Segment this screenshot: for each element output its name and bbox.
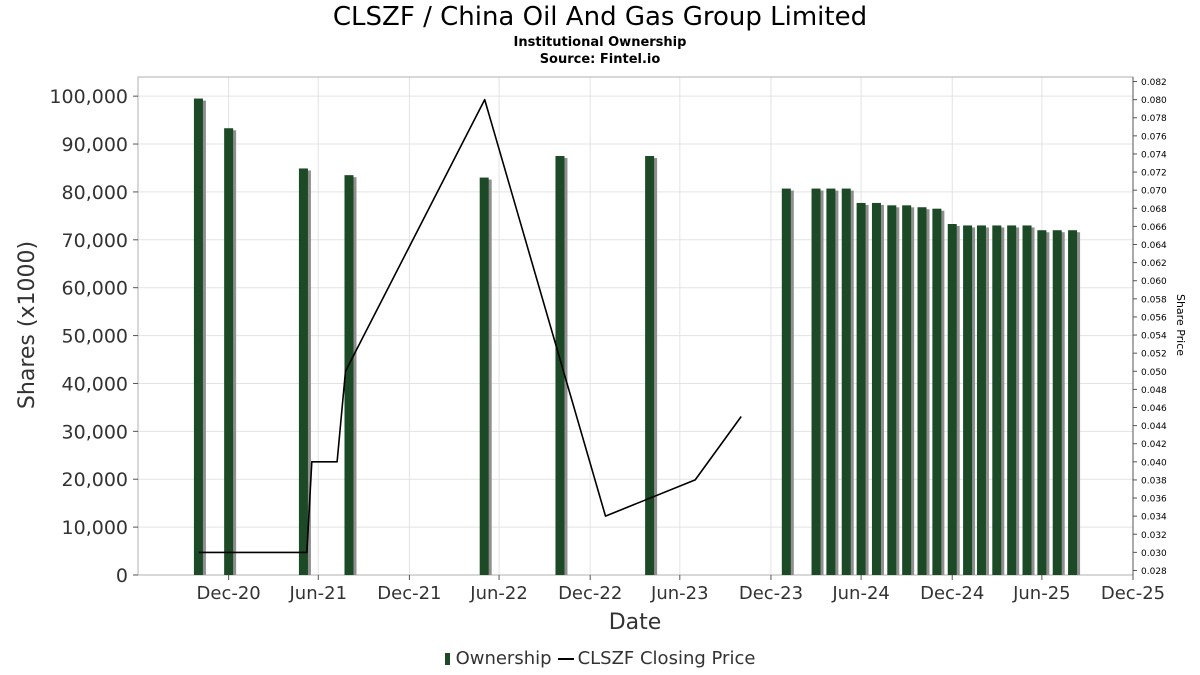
- x-tick-label: Dec-25: [1101, 583, 1165, 604]
- ownership-bar: [856, 202, 866, 576]
- ownership-bar: [963, 225, 973, 575]
- x-tick-label: Jun-23: [650, 583, 709, 604]
- y2-tick-label: 0.050: [1141, 368, 1167, 378]
- x-tick-label: Dec-22: [558, 583, 622, 604]
- y2-tick-label: 0.056: [1141, 313, 1167, 323]
- x-tick-label: Jun-22: [469, 583, 528, 604]
- y2-axis-label: Share Price: [1174, 294, 1187, 356]
- ownership-bar: [871, 202, 881, 576]
- y2-tick-label: 0.080: [1141, 96, 1167, 106]
- x-tick-label: Dec-21: [377, 583, 441, 604]
- y2-tick-label: 0.040: [1141, 458, 1167, 468]
- chart-source: Source: Fintel.io: [539, 52, 661, 67]
- ownership-bar: [344, 175, 354, 576]
- chart-subtitle: Institutional Ownership: [513, 35, 687, 50]
- y2-tick-label: 0.032: [1141, 531, 1167, 541]
- y2-tick-label: 0.074: [1141, 150, 1167, 160]
- price-line: [198, 98, 742, 554]
- ownership-bar: [781, 188, 791, 575]
- ownership-bar: [841, 188, 851, 575]
- ownership-bar: [298, 168, 308, 576]
- y2-tick-label: 0.076: [1141, 132, 1167, 142]
- y2-tick-label: 0.066: [1141, 223, 1167, 233]
- ownership-bar: [1007, 225, 1017, 575]
- y2-tick-label: 0.042: [1141, 440, 1167, 450]
- y2-tick-label: 0.030: [1141, 549, 1167, 559]
- ownership-bar: [645, 156, 655, 575]
- y2-tick-label: 0.078: [1141, 114, 1167, 124]
- y-tick-label: 90,000: [62, 134, 128, 156]
- y-tick-label: 0: [116, 565, 128, 587]
- y-tick-label: 40,000: [62, 373, 128, 395]
- y-tick-label: 70,000: [62, 230, 128, 252]
- y-tick-label: 80,000: [62, 182, 128, 204]
- ownership-bar: [479, 177, 489, 576]
- ownership-bar: [826, 188, 836, 575]
- ownership-chart: 0 10,000 20,000 30,000 40,000 50,000 60,000 70,…: [15, 76, 1187, 635]
- y2-tick-label: 0.082: [1141, 78, 1167, 88]
- legend: Ownership CLSZF Closing Price: [0, 648, 1200, 669]
- price-line-layer: [198, 98, 742, 554]
- ownership-bar: [902, 205, 912, 576]
- axes: 0 10,000 20,000 30,000 40,000 50,000 60,000 70,…: [49, 77, 1167, 604]
- y-axis-label: Shares (x1000): [15, 241, 40, 409]
- y2-tick-label: 0.038: [1141, 476, 1167, 486]
- ownership-bar: [947, 224, 957, 575]
- price-legend-label: CLSZF Closing Price: [577, 648, 756, 669]
- y2-tick-label: 0.062: [1141, 259, 1167, 269]
- chart-title: CLSZF / China Oil And Gas Group Limited: [332, 2, 868, 32]
- ownership-bar: [224, 128, 234, 575]
- ownership-legend-label: Ownership: [455, 648, 552, 669]
- y2-tick-label: 0.046: [1141, 404, 1167, 414]
- y2-tick-label: 0.068: [1141, 205, 1167, 215]
- x-tick-label: Jun-25: [1012, 583, 1071, 604]
- y-tick-label: 30,000: [62, 421, 128, 443]
- y2-tick-label: 0.048: [1141, 386, 1167, 396]
- y2-tick-label: 0.034: [1141, 513, 1167, 523]
- y2-tick-label: 0.070: [1141, 187, 1167, 197]
- y-tick-label: 60,000: [62, 278, 128, 300]
- y2-tick-label: 0.054: [1141, 332, 1167, 342]
- ownership-bar: [811, 188, 821, 575]
- x-tick-label: Dec-20: [197, 583, 261, 604]
- y2-tick-label: 0.072: [1141, 169, 1167, 179]
- ownership-bar: [555, 156, 565, 575]
- x-axis-label: Date: [609, 610, 662, 635]
- ownership-bar: [976, 225, 986, 575]
- x-tick-label: Dec-23: [739, 583, 803, 604]
- ownership-bars: [193, 98, 1081, 576]
- y2-tick-label: 0.052: [1141, 350, 1167, 360]
- y2-tick-label: 0.036: [1141, 495, 1167, 505]
- y2-tick-label: 0.028: [1141, 567, 1167, 577]
- ownership-bar: [1022, 225, 1032, 575]
- x-tick-label: Jun-21: [289, 583, 348, 604]
- ownership-bar: [1037, 230, 1047, 575]
- y-tick-label: 20,000: [62, 469, 128, 491]
- ownership-bar: [917, 207, 927, 575]
- y-tick-label: 10,000: [62, 517, 128, 539]
- ownership-legend-swatch: [444, 652, 450, 665]
- ownership-bar: [193, 98, 203, 575]
- y2-tick-label: 0.064: [1141, 241, 1167, 251]
- x-tick-label: Dec-24: [920, 583, 984, 604]
- price-legend-swatch: [557, 657, 574, 660]
- ownership-bar: [887, 205, 897, 576]
- y2-tick-label: 0.058: [1141, 295, 1167, 305]
- y-tick-label: 50,000: [62, 326, 128, 348]
- ownership-bar: [1052, 230, 1062, 575]
- y-tick-label: 100,000: [49, 86, 128, 108]
- y2-tick-label: 0.044: [1141, 422, 1167, 432]
- x-tick-label: Jun-24: [831, 583, 890, 604]
- ownership-bar: [932, 208, 942, 576]
- y2-tick-label: 0.060: [1141, 277, 1167, 287]
- ownership-bar: [992, 225, 1002, 575]
- ownership-bar: [1068, 230, 1078, 575]
